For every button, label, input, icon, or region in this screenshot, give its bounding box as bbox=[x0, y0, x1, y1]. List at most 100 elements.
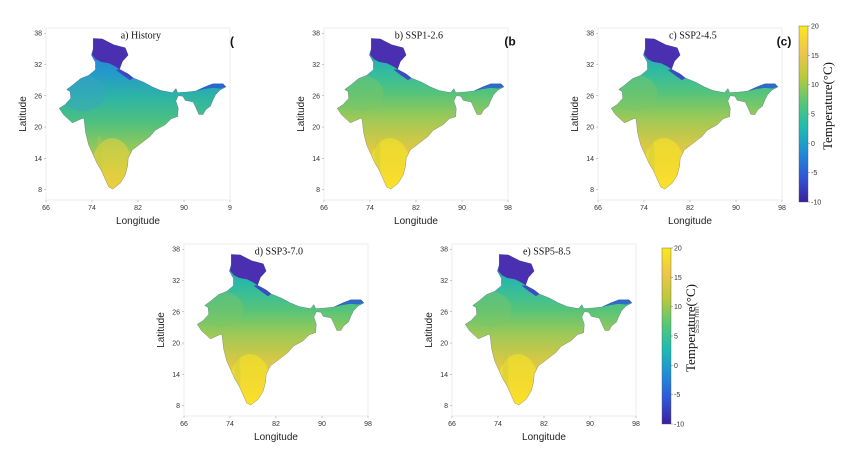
x-tick-label: 82 bbox=[412, 205, 420, 212]
y-tick-label: 38 bbox=[312, 31, 320, 38]
x-tick-label: 74 bbox=[88, 205, 96, 212]
map-fill bbox=[59, 38, 227, 190]
map-panel-svg: 66 74 82 90 98 8 14 20 26 32 38 Longitude Latitude e)… bbox=[424, 243, 640, 443]
colorbar-label: Temperature(°C) bbox=[683, 284, 698, 372]
country-outline bbox=[196, 254, 365, 406]
colorbar-tick-label: 10 bbox=[674, 304, 682, 311]
y-tick-label: 20 bbox=[312, 125, 320, 132]
y-tick-label: 32 bbox=[312, 62, 320, 69]
x-tick-label: 82 bbox=[272, 421, 280, 428]
country-outline bbox=[336, 38, 505, 190]
x-tick-label: 90 bbox=[458, 205, 466, 212]
colorbar-scale bbox=[798, 25, 809, 203]
x-tick-label: 90 bbox=[318, 421, 326, 428]
map-panel-c: 66 74 82 90 98 8 14 20 26 32 38 Longitude Latitude c)… bbox=[566, 20, 796, 235]
y-tick-label: 14 bbox=[586, 156, 594, 163]
x-tick-label: 98 bbox=[778, 205, 786, 212]
x-tick-label: 98 bbox=[504, 205, 512, 212]
colorbar-scale bbox=[661, 247, 672, 425]
colorbar-tick-label: 5 bbox=[674, 334, 678, 341]
colorbar-tick-label: 15 bbox=[674, 275, 682, 282]
map-fill bbox=[197, 254, 365, 406]
y-tick-label: 26 bbox=[312, 93, 320, 100]
panel-corner-label: ( bbox=[230, 35, 234, 49]
y-axis-label: Latitude bbox=[18, 96, 29, 132]
colorbar-tick-label: -5 bbox=[674, 392, 680, 399]
y-tick-label: 32 bbox=[440, 278, 448, 285]
colorbar-tick-label: -10 bbox=[811, 200, 821, 207]
x-axis-label: Longitude bbox=[394, 216, 438, 227]
x-tick-label: 90 bbox=[586, 421, 594, 428]
y-tick-label: 14 bbox=[34, 156, 42, 163]
y-tick-label: 8 bbox=[316, 187, 320, 194]
panel-title: e) SSP5-8.5 bbox=[523, 246, 571, 257]
x-tick-label: 74 bbox=[494, 421, 502, 428]
y-tick-label: 14 bbox=[172, 372, 180, 379]
panel-title: d) SSP3-7.0 bbox=[255, 246, 303, 257]
map-panel-svg: 66 74 82 90 98 8 14 20 26 32 38 Longitude Latitude d)… bbox=[156, 243, 372, 443]
x-axis-label: Longitude bbox=[116, 216, 160, 227]
panel-title: c) SSP2-4.5 bbox=[669, 30, 717, 41]
map-fill bbox=[465, 254, 633, 406]
x-tick-label: 98 bbox=[632, 421, 640, 428]
colorbar-tick-label: 5 bbox=[811, 112, 815, 119]
y-tick-label: 32 bbox=[34, 62, 42, 69]
map-panel-b: 66 74 82 90 98 8 14 20 26 32 38 Longitude Latitude b)… bbox=[292, 20, 522, 235]
y-tick-label: 8 bbox=[444, 403, 448, 410]
colorbar-tick-label: 10 bbox=[811, 82, 819, 89]
y-tick-label: 26 bbox=[172, 309, 180, 316]
y-tick-label: 20 bbox=[34, 125, 42, 132]
map-panel-a: 66 74 82 90 9 8 14 20 26 32 38 Longitude Latitude a) … bbox=[14, 20, 244, 235]
colorbar-label: Temperature(°C) bbox=[820, 62, 835, 150]
y-tick-label: 26 bbox=[34, 93, 42, 100]
x-tick-label: 82 bbox=[134, 205, 142, 212]
x-tick-label: 90 bbox=[732, 205, 740, 212]
map-panel-svg: 66 74 82 90 98 8 14 20 26 32 38 Longitude Latitude b)… bbox=[296, 27, 516, 227]
panel-corner-label: (b bbox=[504, 35, 515, 49]
colorbar-svg: 20 15 10 5 0 -5 -10 Temperature(°C) bbox=[798, 24, 835, 207]
x-tick-label: 66 bbox=[448, 421, 456, 428]
y-tick-label: 32 bbox=[586, 62, 594, 69]
country-outline bbox=[58, 38, 227, 190]
country-outline bbox=[610, 38, 779, 190]
y-tick-label: 8 bbox=[38, 187, 42, 194]
x-axis-label: Longitude bbox=[668, 216, 712, 227]
y-tick-label: 38 bbox=[34, 31, 42, 38]
x-tick-label: 66 bbox=[594, 205, 602, 212]
y-tick-label: 38 bbox=[172, 247, 180, 254]
y-axis-label: Latitude bbox=[296, 96, 307, 132]
map-panel-svg: 66 74 82 90 981420263238LongitudeLatitudea) … bbox=[18, 27, 234, 227]
y-axis-label: Latitude bbox=[156, 312, 167, 348]
x-tick-label: 66 bbox=[42, 205, 50, 212]
y-tick-label: 38 bbox=[586, 31, 594, 38]
y-axis-label: Latitude bbox=[424, 312, 435, 348]
x-tick-label: 66 bbox=[180, 421, 188, 428]
y-tick-label: 32 bbox=[172, 278, 180, 285]
colorbar-tick-label: 0 bbox=[674, 363, 678, 370]
y-tick-label: 20 bbox=[172, 341, 180, 348]
y-tick-label: 8 bbox=[176, 403, 180, 410]
colorbar-tick-label: 15 bbox=[811, 53, 819, 60]
map-panel-svg: 66 74 82 90 98 8 14 20 26 32 38 Longitude Latitude c)… bbox=[570, 27, 791, 227]
y-tick-label: 8 bbox=[590, 187, 594, 194]
colorbar-tick-label: 20 bbox=[811, 24, 819, 31]
colorbar-bottom: 20 15 10 5 0 -5 -10 Temperature(°C) SSS min bbox=[655, 244, 715, 434]
x-tick-label: 74 bbox=[640, 205, 648, 212]
y-tick-label: 20 bbox=[586, 125, 594, 132]
x-tick-label: 9 bbox=[228, 205, 232, 212]
colorbar-top: 20 15 10 5 0 -5 -10 Temperature(°C) bbox=[792, 22, 852, 212]
colorbar-tick-label: 0 bbox=[811, 141, 815, 148]
x-tick-label: 66 bbox=[320, 205, 328, 212]
x-tick-label: 90 bbox=[180, 205, 188, 212]
y-tick-label: 38 bbox=[440, 247, 448, 254]
y-tick-label: 26 bbox=[586, 93, 594, 100]
x-tick-label: 82 bbox=[686, 205, 694, 212]
map-panel-e: 66 74 82 90 98 8 14 20 26 32 38 Longitude Latitude e)… bbox=[420, 236, 650, 451]
colorbar-tick-label: -10 bbox=[674, 422, 684, 429]
colorbar-svg: 20 15 10 5 0 -5 -10 Temperature(°C)SSS min bbox=[661, 246, 701, 429]
map-fill bbox=[611, 38, 779, 190]
colorbar-tick-label: 20 bbox=[674, 246, 682, 253]
map-panel-d: 66 74 82 90 98 8 14 20 26 32 38 Longitude Latitude d)… bbox=[152, 236, 382, 451]
x-axis-label: Longitude bbox=[254, 432, 298, 443]
y-axis-label: Latitude bbox=[570, 96, 581, 132]
